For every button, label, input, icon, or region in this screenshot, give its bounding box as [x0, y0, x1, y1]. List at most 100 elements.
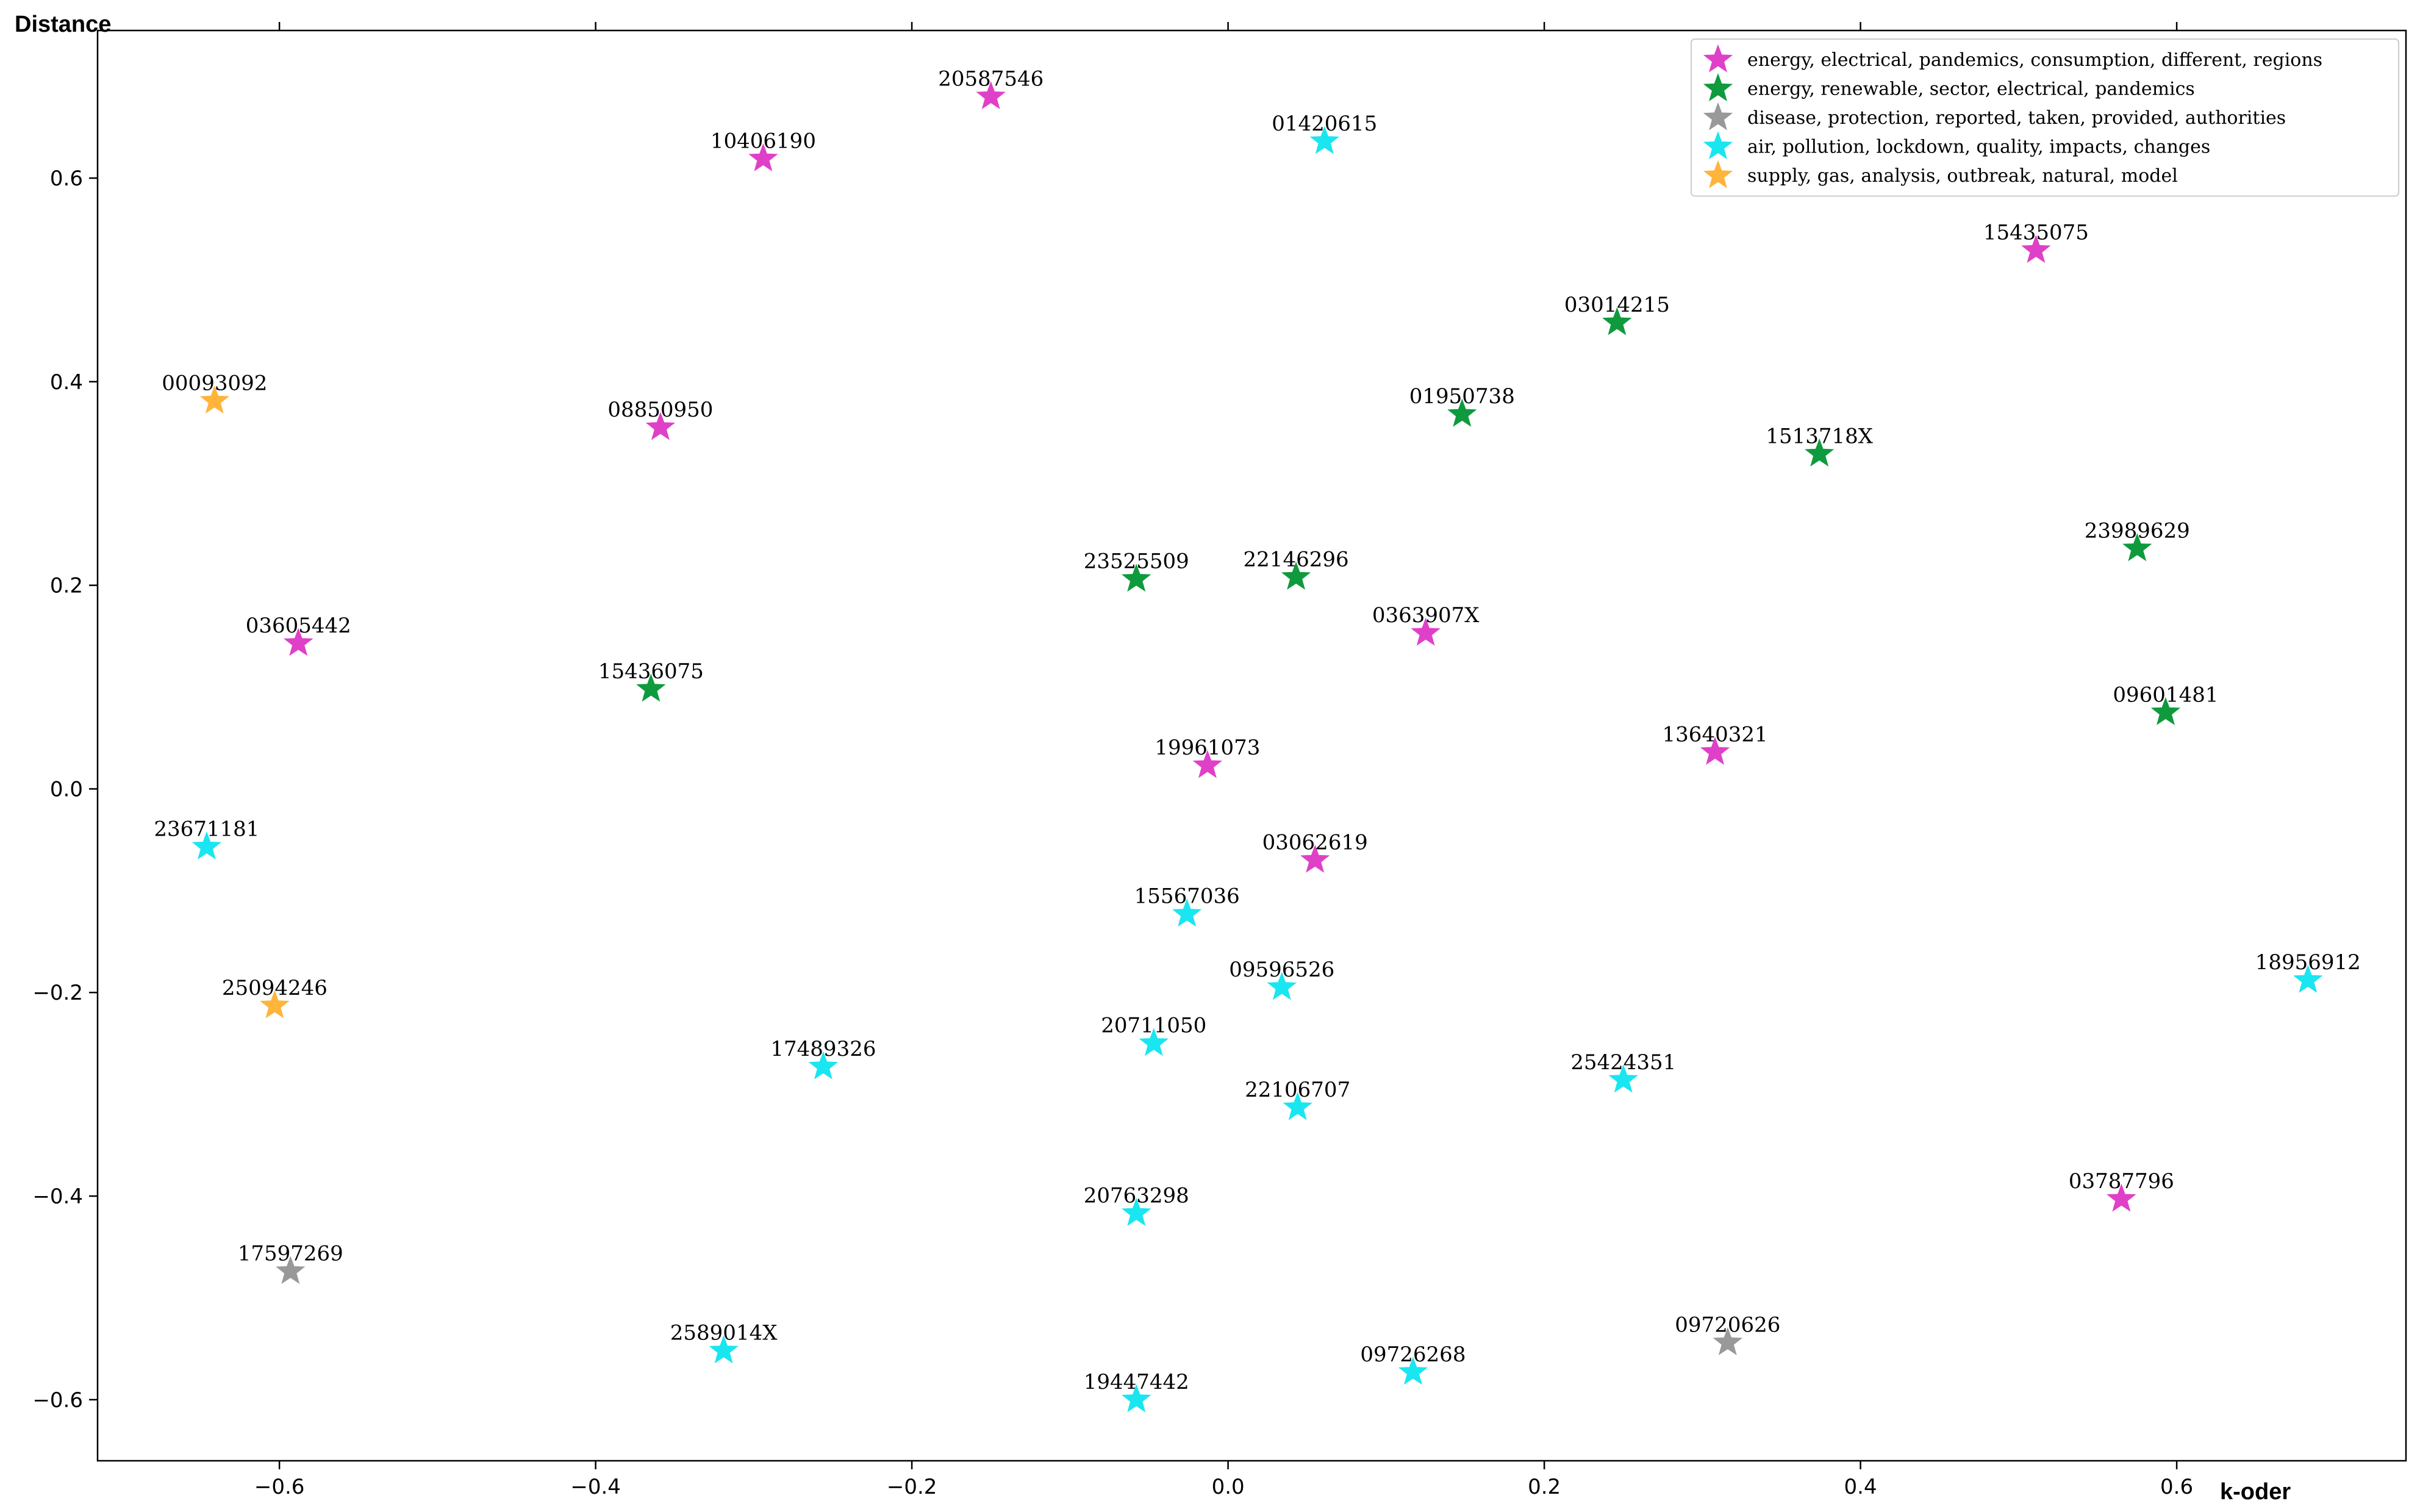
data-point-star — [748, 143, 778, 171]
point-label: 15435075 — [1983, 221, 2089, 245]
point-label: 13640321 — [1663, 722, 1768, 747]
data-point-star — [1398, 1356, 1428, 1385]
data-point-star — [192, 831, 222, 860]
point-label: 2589014X — [670, 1321, 778, 1345]
point-label: 1513718X — [1766, 424, 1873, 448]
point-label: 03787796 — [2069, 1169, 2174, 1194]
point-label: 20587546 — [938, 66, 1044, 91]
point-label: 22146296 — [1244, 547, 1349, 571]
axis-ticks: −0.6 −0.4 −0.2 0.0 0.2 0.4 0.6 0.6 0.4 0.2 0.0 −0.2… — [32, 22, 2193, 1499]
y-tick-label: 0.0 — [50, 777, 83, 801]
plot-frame — [96, 29, 2407, 1462]
data-point-star — [276, 1256, 306, 1284]
point-label: 09726268 — [1360, 1342, 1466, 1367]
point-label: 08850950 — [607, 398, 713, 422]
data-point-star — [1608, 1064, 1638, 1093]
data-points — [192, 81, 2323, 1413]
data-point-star — [1122, 1197, 1151, 1226]
data-point-star — [1805, 438, 1835, 467]
x-tick-label: 0.4 — [1844, 1475, 1877, 1499]
data-point-star — [709, 1335, 739, 1364]
point-label: 01420615 — [1272, 112, 1377, 136]
legend-entry-label: disease, protection, reported, taken, pr… — [1747, 107, 2286, 129]
data-point-star — [1139, 1028, 1169, 1056]
point-label: 23989629 — [2085, 519, 2190, 543]
legend: energy, electrical, pandemics, consumpti… — [1691, 38, 2399, 197]
legend-marker-star — [1703, 131, 1733, 160]
point-label: 20711050 — [1101, 1014, 1206, 1038]
data-point-star — [2150, 697, 2181, 725]
data-point-star — [1172, 898, 1202, 927]
point-label: 09720626 — [1675, 1313, 1780, 1337]
data-point-star — [1713, 1327, 1743, 1355]
data-point-star — [1122, 564, 1151, 592]
x-axis-title: k-oder — [2220, 1479, 2291, 1505]
legend-marker-star — [1703, 102, 1733, 131]
data-point-star — [260, 990, 290, 1019]
point-label: 25424351 — [1570, 1050, 1676, 1075]
data-point-star — [2107, 1183, 2136, 1212]
data-point-star — [1192, 750, 1223, 778]
point-label: 09601481 — [2113, 683, 2218, 707]
legend-marker-star — [1703, 160, 1733, 188]
point-label: 0363907X — [1372, 603, 1480, 628]
point-label: 19961073 — [1155, 736, 1260, 760]
x-tick-label: −0.4 — [570, 1475, 621, 1499]
x-tick-label: 0.6 — [2160, 1475, 2193, 1499]
data-point-star — [2021, 235, 2051, 263]
legend-entry-label: supply, gas, analysis, outbreak, natural… — [1747, 165, 2178, 187]
legend-marker-star — [1703, 73, 1733, 102]
data-point-star — [1122, 1384, 1151, 1413]
data-point-star — [2293, 964, 2323, 993]
legend-entry-label: energy, renewable, sector, electrical, p… — [1747, 79, 2195, 100]
data-point-star — [1447, 398, 1477, 427]
x-tick-label: 0.0 — [1212, 1475, 1245, 1499]
data-point-star — [2122, 533, 2152, 562]
data-point-star — [976, 81, 1006, 110]
y-tick-label: 0.6 — [50, 167, 83, 191]
point-label: 18956912 — [2255, 950, 2361, 975]
point-label: 15436075 — [598, 659, 704, 684]
point-label: 01950738 — [1409, 384, 1515, 409]
point-label: 03605442 — [246, 614, 351, 638]
point-label: 19447442 — [1084, 1370, 1189, 1394]
point-label: 17489326 — [770, 1037, 876, 1061]
legend-marker-star — [1703, 44, 1733, 73]
data-point-star — [645, 412, 676, 440]
point-label: 03014215 — [1564, 293, 1670, 317]
data-point-star — [1602, 307, 1632, 335]
y-tick-label: 0.2 — [50, 574, 83, 598]
data-point-star — [284, 628, 313, 656]
data-point-star — [1267, 972, 1297, 1000]
point-label: 22106707 — [1245, 1078, 1350, 1102]
x-tick-label: 0.2 — [1528, 1475, 1561, 1499]
data-point-star — [808, 1051, 839, 1080]
data-point-star — [1411, 617, 1441, 646]
point-label: 23525509 — [1084, 550, 1189, 574]
legend-entry-label: air, pollution, lockdown, quality, impac… — [1747, 137, 2210, 158]
point-label: 25094246 — [222, 976, 328, 1000]
data-point-star — [1283, 1092, 1312, 1120]
point-label: 20763298 — [1084, 1183, 1189, 1208]
y-tick-label: −0.4 — [32, 1184, 83, 1209]
legend-entry-label: energy, electrical, pandemics, consumpti… — [1747, 49, 2322, 71]
data-point-star — [199, 385, 230, 414]
point-label: 09596526 — [1229, 958, 1334, 982]
point-label: 23671181 — [154, 817, 259, 842]
point-labels: 20587546 10406190 08850950 03605442 0363907X… — [154, 66, 2360, 1394]
legend-frame — [1691, 38, 2399, 197]
data-point-star — [1700, 736, 1730, 765]
y-axis-title: Distance — [15, 12, 111, 37]
y-tick-label: 0.4 — [50, 370, 83, 395]
data-point-star — [1281, 561, 1311, 590]
point-label: 17597269 — [238, 1242, 343, 1266]
data-point-star — [1300, 844, 1330, 873]
point-label: 15567036 — [1134, 884, 1240, 909]
point-label: 00093092 — [162, 371, 267, 396]
y-tick-label: −0.2 — [32, 981, 83, 1005]
x-tick-label: −0.2 — [887, 1475, 937, 1499]
y-tick-label: −0.6 — [32, 1388, 83, 1413]
data-point-star — [1309, 126, 1339, 154]
